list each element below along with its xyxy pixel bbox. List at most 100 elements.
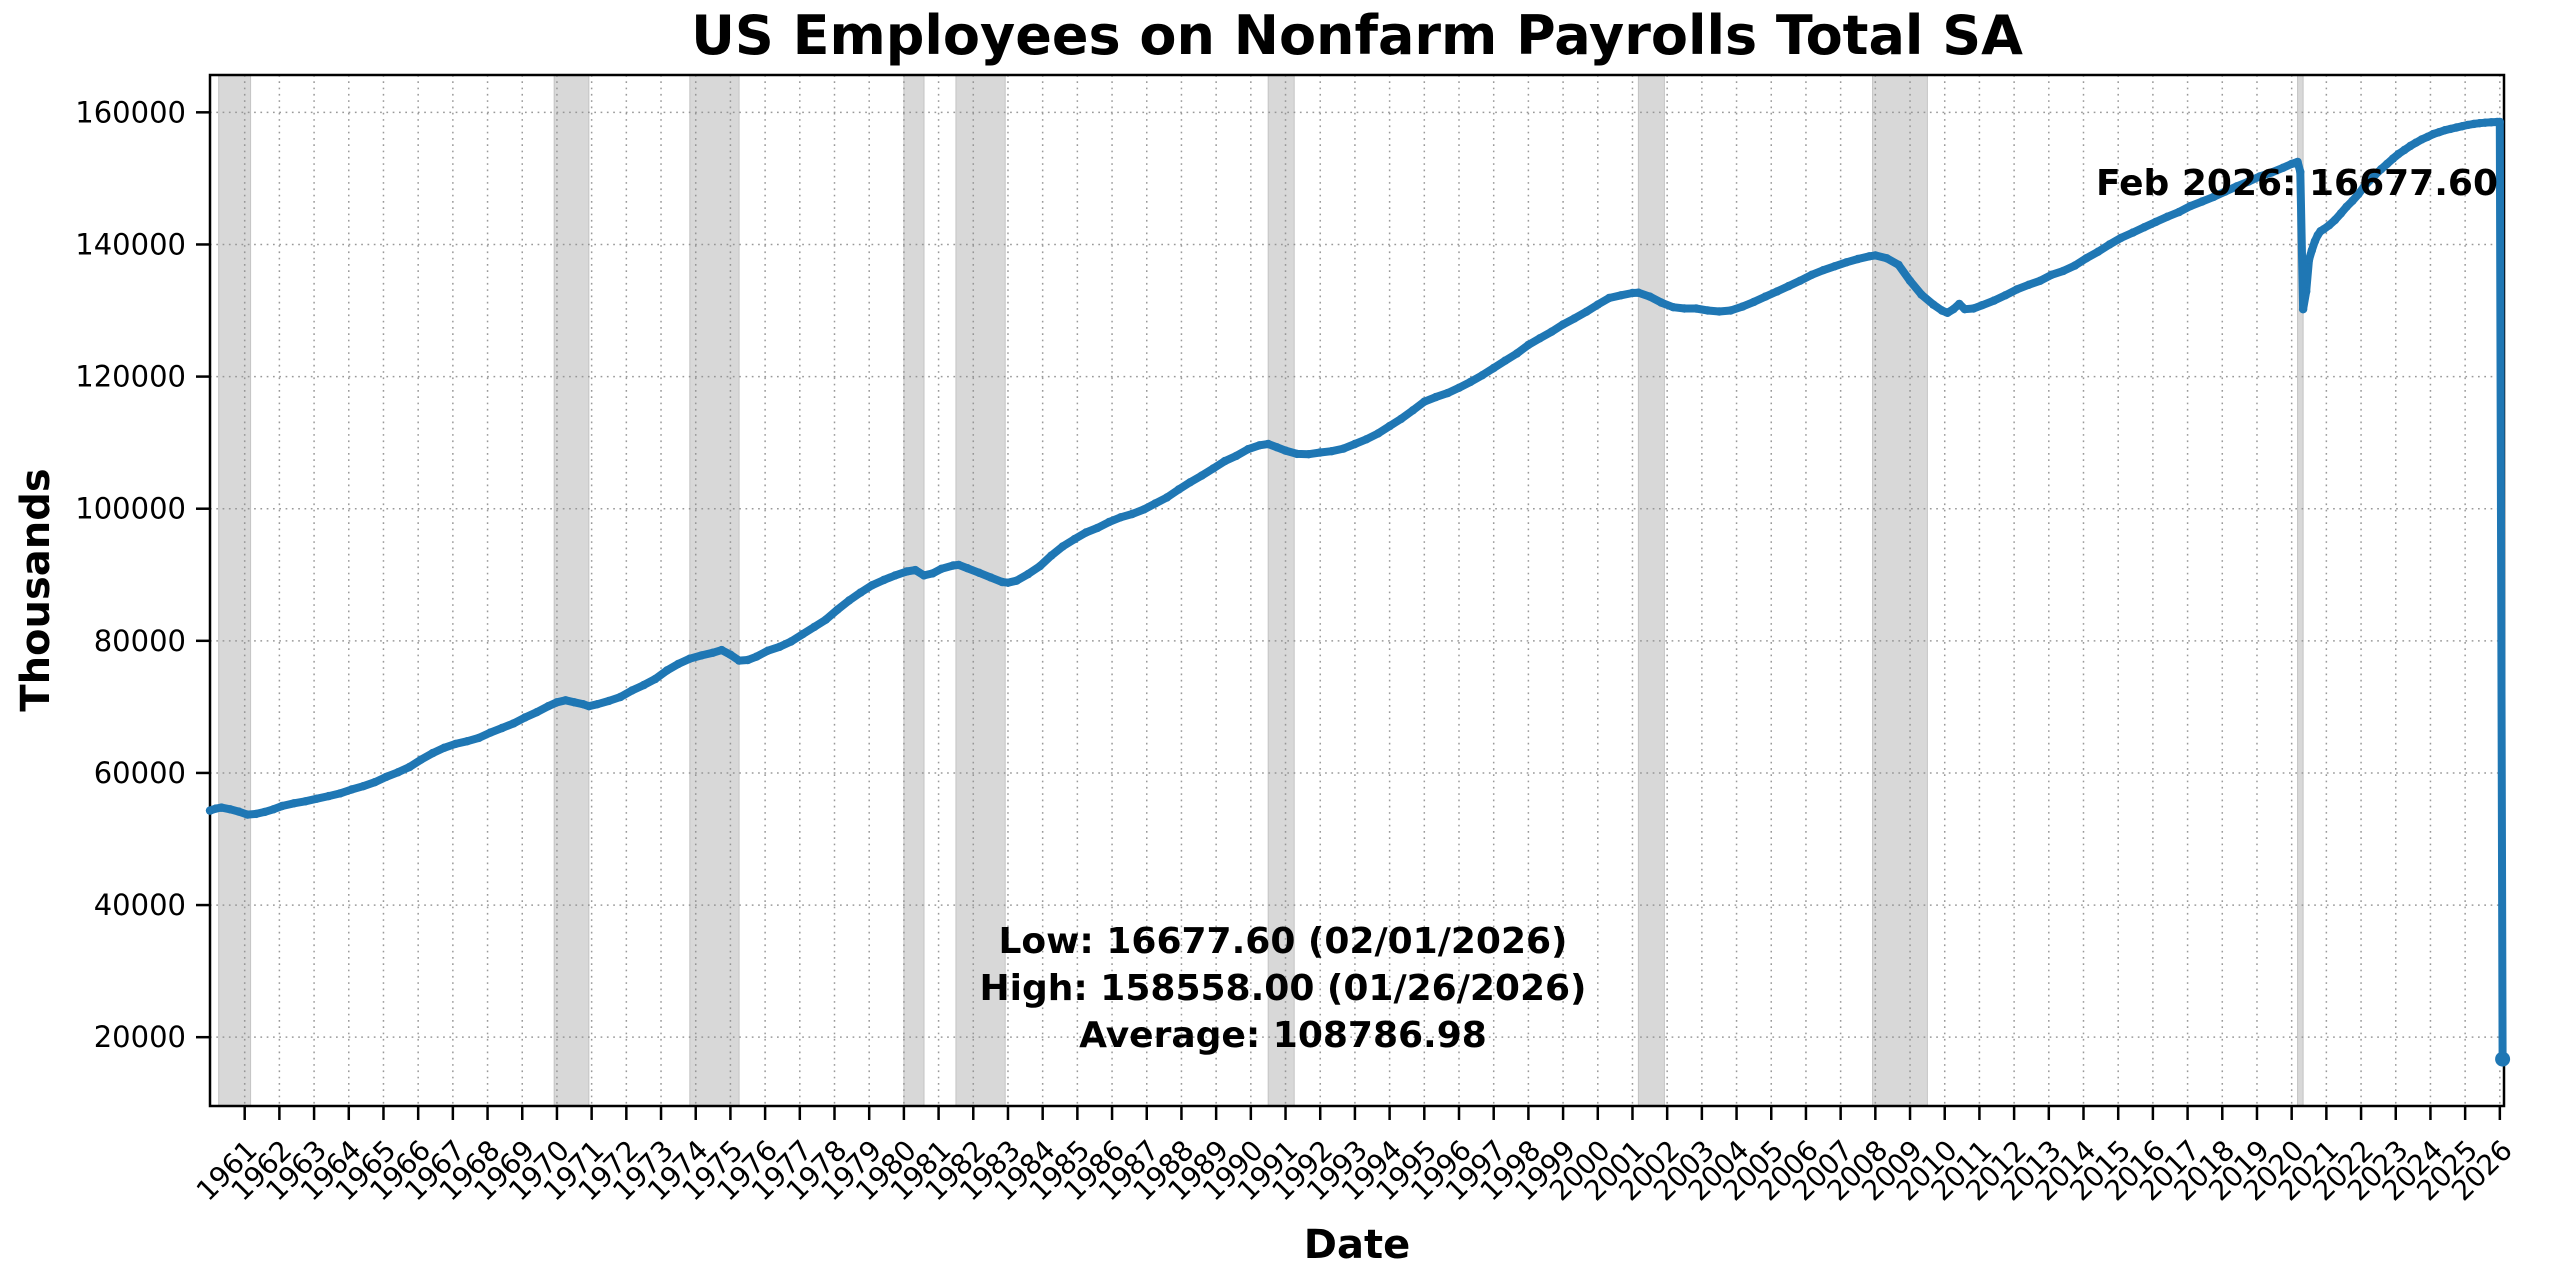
data-point-marker — [1738, 302, 1747, 311]
data-point-marker — [312, 794, 322, 803]
recession-band — [689, 74, 740, 1107]
data-point-marker — [844, 596, 854, 605]
data-point-marker — [1209, 464, 1218, 473]
data-point-marker — [628, 686, 637, 695]
data-point-marker — [1535, 334, 1545, 343]
data-point-marker — [1093, 523, 1102, 533]
stat-high: High: 158558.00 (01/26/2026) — [979, 968, 1587, 1009]
data-point-marker — [2070, 261, 2079, 270]
data-point-marker — [2128, 228, 2137, 237]
data-point-marker — [1385, 421, 1394, 431]
data-point-marker — [1466, 377, 1475, 387]
data-point-marker — [335, 789, 345, 798]
data-point-marker — [928, 569, 937, 578]
y-tick-label: 40000 — [94, 888, 186, 922]
data-point-marker — [911, 565, 920, 575]
data-point-marker — [2220, 187, 2230, 196]
data-point-marker — [416, 755, 426, 764]
data-point-marker — [954, 560, 963, 570]
data-point-marker — [497, 723, 507, 733]
data-point-marker — [1047, 551, 1056, 560]
data-point-marker — [1547, 327, 1556, 336]
data-point-marker — [347, 785, 356, 794]
data-point-marker — [2371, 170, 2380, 179]
data-point-marker — [963, 564, 972, 573]
data-point-marker — [2296, 167, 2305, 176]
data-point-marker — [1703, 306, 1713, 315]
data-point-marker — [2151, 217, 2160, 227]
data-point-marker — [1819, 266, 1828, 275]
data-point-marker — [639, 680, 648, 690]
y-tick-label: 100000 — [75, 492, 186, 526]
data-point-marker — [1773, 287, 1782, 296]
data-point-marker — [2400, 145, 2409, 155]
data-point-marker — [1616, 291, 1626, 300]
data-point-marker — [463, 737, 472, 746]
data-point-marker — [428, 748, 437, 758]
data-point-marker — [1420, 397, 1429, 406]
data-point-marker — [532, 708, 541, 717]
data-point-marker — [1960, 305, 1970, 314]
data-point-marker — [1645, 292, 1655, 301]
data-point-marker — [1162, 493, 1172, 502]
data-point-marker — [752, 652, 761, 661]
data-point-marker — [1691, 304, 1701, 313]
data-point-marker — [1408, 406, 1418, 415]
data-point-marker — [1292, 449, 1302, 459]
data-point-marker — [734, 656, 744, 665]
data-point-marker — [1830, 262, 1839, 271]
data-point-marker — [1853, 254, 1863, 264]
data-point-marker — [1151, 499, 1160, 508]
data-point-marker — [1955, 299, 1964, 309]
data-point-marker — [2377, 164, 2386, 174]
data-point-marker — [1726, 306, 1735, 315]
data-point-marker — [1070, 534, 1079, 544]
data-point-marker — [775, 642, 784, 651]
data-point-marker — [650, 674, 660, 684]
data-point-marker — [1500, 356, 1510, 365]
data-point-marker — [1003, 578, 1013, 587]
data-point-marker — [2232, 182, 2242, 191]
data-point-marker — [821, 615, 830, 624]
data-point-marker — [1795, 276, 1805, 285]
chart-title: US Employees on Nonfarm Payrolls Total S… — [691, 4, 2023, 67]
data-point-marker — [1220, 456, 1230, 466]
data-point-marker — [2342, 202, 2351, 211]
data-point-marker — [1362, 435, 1371, 444]
data-point-marker — [1582, 307, 1591, 316]
data-point-marker — [1339, 444, 1348, 453]
data-point-marker — [269, 805, 278, 814]
data-point-marker — [561, 696, 570, 705]
data-point-marker — [593, 700, 602, 709]
data-point-marker — [1139, 505, 1149, 514]
data-point-marker — [856, 588, 865, 597]
data-point-marker — [1784, 281, 1793, 291]
data-point-marker — [2024, 280, 2033, 289]
data-point-marker — [1570, 314, 1579, 323]
data-point-marker — [902, 567, 911, 576]
last-value-annotation: Feb 2026: 16677.60 — [2096, 163, 2498, 204]
data-point-marker — [2012, 285, 2022, 294]
data-point-marker — [1605, 293, 1614, 303]
data-point-marker — [1058, 542, 1068, 551]
data-point-marker — [1761, 292, 1770, 301]
data-point-marker — [1949, 305, 1958, 314]
data-point-marker — [1023, 569, 1033, 579]
data-point-marker — [1081, 528, 1091, 537]
data-point-marker — [2082, 254, 2091, 263]
data-point-marker — [937, 564, 946, 573]
data-point-marker — [1634, 288, 1643, 297]
data-point-marker — [616, 692, 625, 702]
data-point-marker — [1905, 276, 1915, 285]
recession-band — [1267, 74, 1295, 1107]
data-point-marker — [2001, 291, 2010, 300]
data-point-marker — [685, 654, 694, 663]
stat-average: Average: 108786.98 — [1079, 1015, 1487, 1056]
data-point-marker — [604, 696, 614, 706]
data-point-marker — [697, 651, 706, 660]
data-point-marker — [1871, 251, 1880, 260]
data-point-marker — [486, 728, 495, 737]
data-point-marker — [1255, 441, 1264, 450]
data-point-marker — [301, 797, 310, 806]
data-point-marker — [2047, 270, 2056, 279]
